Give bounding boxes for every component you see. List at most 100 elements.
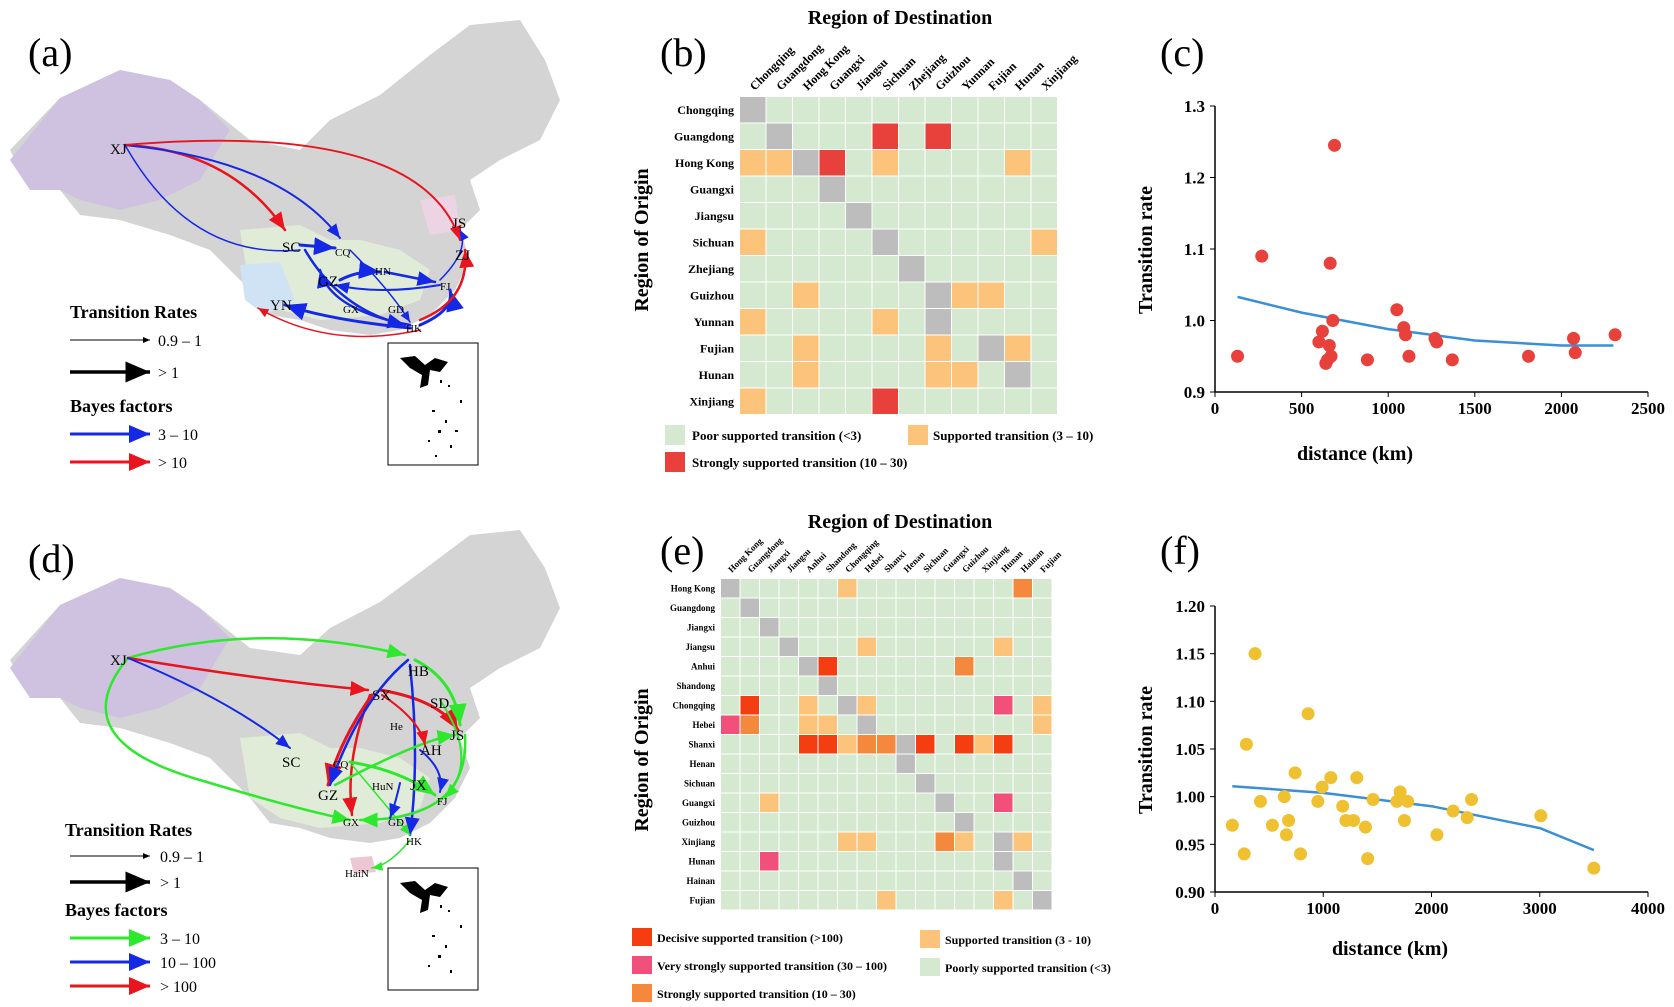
heat-cell	[877, 637, 896, 656]
legend-e-strong-swatch	[632, 984, 652, 1002]
heat-cell	[740, 176, 766, 202]
heat-cell	[899, 362, 925, 388]
arrow-d-hb-hk	[404, 663, 420, 837]
node-xj: XJ	[110, 142, 127, 158]
heat-cell	[1013, 696, 1032, 715]
panel-b-label: (b)	[660, 30, 707, 75]
heat-cell	[896, 715, 915, 734]
heat-cell	[766, 362, 792, 388]
heat-cell	[899, 388, 925, 414]
heat-cell	[872, 256, 898, 282]
heat-cell	[955, 871, 974, 890]
heat-cell	[838, 735, 857, 754]
heat-cell	[877, 696, 896, 715]
heat-cell	[740, 150, 766, 176]
scatter-point	[1315, 780, 1329, 794]
panel-f-label: (f)	[1160, 528, 1200, 573]
heat-cell	[974, 715, 993, 734]
heat-row-label: Shanxi	[688, 740, 715, 750]
heat-cell	[838, 832, 857, 851]
arrow-d-xj-sx	[126, 656, 370, 696]
arrow-xj-zj	[124, 139, 462, 241]
heat-cell	[819, 309, 845, 335]
heat-cell	[935, 715, 954, 734]
heat-cell	[896, 793, 915, 812]
heat-cell	[1013, 793, 1032, 812]
heat-cell	[838, 657, 857, 676]
heat-cell	[857, 891, 876, 910]
scatter-point	[1568, 346, 1582, 360]
heat-row-label: Jiangxi	[687, 623, 716, 633]
heat-cell	[896, 676, 915, 695]
heat-cell	[818, 696, 837, 715]
heat-cell	[760, 657, 779, 676]
heat-cell	[1005, 176, 1031, 202]
heat-cell	[721, 891, 740, 910]
heat-cell	[799, 579, 818, 598]
heat-cell	[846, 203, 872, 229]
heat-cell	[974, 852, 993, 871]
heat-cell	[799, 735, 818, 754]
heat-cell	[1005, 256, 1031, 282]
legend-rate-low: 0.9 – 1	[158, 333, 202, 350]
heat-cell	[793, 335, 819, 361]
heat-cell	[857, 637, 876, 656]
heat-cell	[872, 97, 898, 123]
arrow-d-cq-hk	[351, 764, 411, 836]
scatter-point	[1534, 809, 1548, 823]
node-sc: SC	[282, 240, 300, 256]
panel-a-label: (a)	[28, 30, 72, 75]
heat-cell	[974, 735, 993, 754]
heat-cell	[916, 735, 935, 754]
heat-cell	[935, 754, 954, 773]
heat-cell	[838, 891, 857, 910]
scatter-point	[1430, 828, 1444, 842]
scatter-f-plot: 0 1000 2000 3000 4000 0.90 0.95 1.00 1.05 1.10 1.1…	[1175, 597, 1665, 918]
heat-cell	[740, 598, 759, 617]
heat-cell	[779, 813, 798, 832]
scatter-point	[1397, 814, 1411, 827]
south-china-sea-inset	[387, 342, 479, 466]
heat-cell	[740, 754, 759, 773]
heat-cell	[740, 637, 759, 656]
heat-cell	[1031, 388, 1057, 414]
heat-cell	[760, 696, 779, 715]
heat-cell	[978, 282, 1004, 308]
heat-cell	[916, 774, 935, 793]
scatter-point	[1265, 818, 1279, 832]
heat-cell	[760, 735, 779, 754]
legend-d-rates-title: Transition Rates	[65, 820, 192, 840]
heat-cell	[1005, 229, 1031, 255]
heat-col-label: Henan	[902, 549, 927, 574]
legend-e-supported-swatch	[920, 930, 940, 948]
heat-cell	[740, 309, 766, 335]
heat-cell	[721, 832, 740, 851]
legend-d-rate-low: 0.9 – 1	[160, 849, 204, 866]
heat-cell	[952, 203, 978, 229]
heat-cell	[760, 754, 779, 773]
heat-cell	[974, 813, 993, 832]
heat-cell	[818, 813, 837, 832]
heat-cell	[740, 203, 766, 229]
scatter-point	[1301, 707, 1315, 721]
node-d-hun: HuN	[372, 781, 393, 793]
x-tick-label: 2000	[1544, 399, 1578, 418]
heat-row-label: Jiangsu	[695, 209, 735, 223]
heat-cell	[955, 676, 974, 695]
heat-cell	[1031, 362, 1057, 388]
heat-cell	[740, 774, 759, 793]
arrow-xj-hk	[124, 144, 301, 252]
heat-cell	[994, 657, 1013, 676]
scatter-point	[1361, 852, 1375, 866]
heat-cell	[793, 176, 819, 202]
heat-cell	[955, 852, 974, 871]
x-tick-label: 1000	[1371, 399, 1405, 418]
heat-cell	[1033, 871, 1052, 890]
heat-cell	[846, 150, 872, 176]
heat-cell	[793, 97, 819, 123]
heat-cell	[1031, 229, 1057, 255]
heat-cell	[766, 335, 792, 361]
heat-cell	[925, 176, 951, 202]
xinjiang-region-d	[10, 578, 230, 718]
